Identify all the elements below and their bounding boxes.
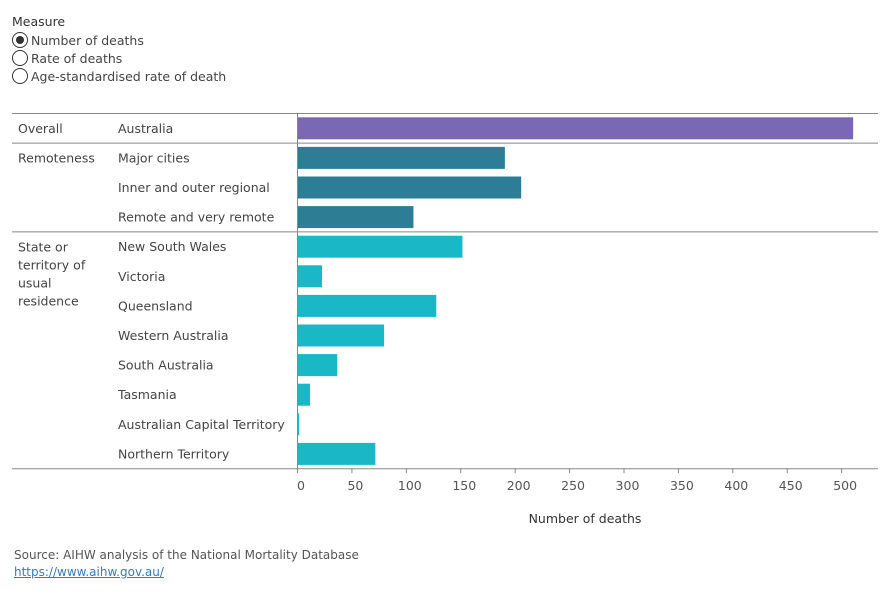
x-tick-label: 400 [724,478,748,493]
radio-selected-icon[interactable] [12,32,28,48]
category-label: South Australia [118,358,214,373]
group-label: Remoteness [18,151,95,166]
category-label: Western Australia [118,328,229,343]
bar-chart: Overall Australia Remoteness Major cities In… [12,113,878,526]
bar[interactable] [297,413,300,436]
bar[interactable] [297,235,463,258]
category-label: Northern Territory [118,446,230,461]
bar[interactable] [297,265,323,288]
group-label: Overall [18,121,63,136]
x-tick-label: 200 [507,478,531,493]
radio-unselected-icon[interactable] [12,50,28,66]
x-tick-label: 300 [616,478,640,493]
bar[interactable] [297,354,338,377]
category-label: Australian Capital Territory [118,417,285,432]
category-label: Inner and outer regional [118,180,270,195]
category-label: Australia [118,121,173,136]
bar[interactable] [297,324,385,347]
measure-option-number-of-deaths[interactable]: Number of deaths [12,31,226,49]
radio-unselected-icon[interactable] [12,68,28,84]
x-tick-label: 450 [779,478,803,493]
x-axis-title: Number of deaths [529,511,642,526]
bar[interactable] [297,117,854,140]
measure-selector: Measure Number of deaths Rate of deaths … [12,14,226,85]
category-label: Queensland [118,298,193,313]
category-label: Remote and very remote [118,210,275,225]
measure-option-rate-of-deaths[interactable]: Rate of deaths [12,49,226,67]
bar[interactable] [297,176,522,199]
category-label: New South Wales [118,239,226,254]
x-tick-label: 100 [398,478,422,493]
group-label: State or territory of usual residence [18,239,86,308]
measure-option-age-standardised-rate[interactable]: Age-standardised rate of death [12,67,226,85]
source-link[interactable]: https://www.aihw.gov.au/ [14,565,164,579]
bar[interactable] [297,206,414,229]
measure-option-label: Rate of deaths [31,50,123,66]
bar[interactable] [297,383,311,406]
measure-option-label: Number of deaths [31,32,144,48]
source-note: Source: AIHW analysis of the National Mo… [14,548,359,562]
bar[interactable] [297,294,437,317]
bar[interactable] [297,442,376,465]
category-label: Tasmania [117,387,177,402]
bar[interactable] [297,146,505,169]
x-tick-label: 500 [833,478,857,493]
x-tick-label: 150 [452,478,476,493]
x-tick-label: 250 [561,478,585,493]
measure-option-label: Age-standardised rate of death [31,68,227,84]
category-label: Victoria [118,269,165,284]
x-tick-label: 50 [347,478,363,493]
measure-title: Measure [12,14,66,29]
category-label: Major cities [118,150,190,165]
x-tick-label: 0 [297,478,305,493]
x-tick-label: 350 [670,478,694,493]
